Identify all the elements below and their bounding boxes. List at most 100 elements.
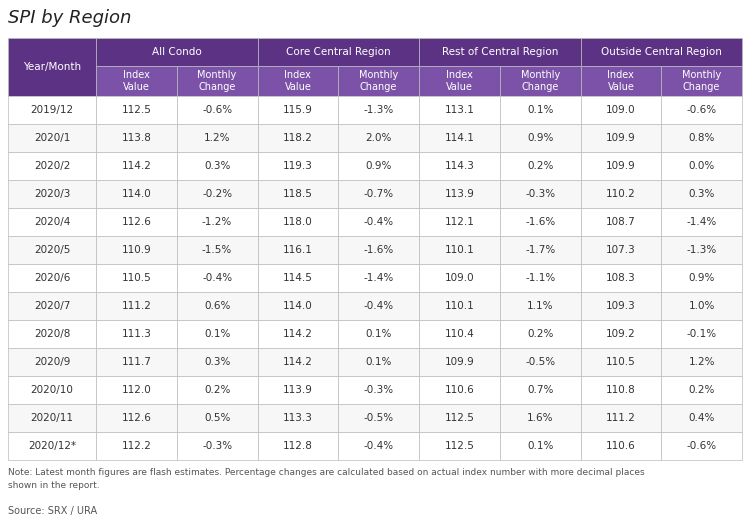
Text: Note: Latest month figures are flash estimates. Percentage changes are calculate: Note: Latest month figures are flash est… [8, 468, 644, 490]
Bar [257, 236, 338, 264]
Bar [177, 236, 257, 264]
Bar [419, 236, 500, 264]
Bar [419, 180, 500, 208]
Bar [257, 66, 338, 96]
Bar [338, 96, 419, 124]
Bar [500, 124, 580, 152]
Text: 0.2%: 0.2% [527, 329, 554, 339]
Text: 2020/8: 2020/8 [34, 329, 70, 339]
Bar [8, 124, 96, 152]
Bar [419, 264, 500, 292]
Text: Year/Month: Year/Month [23, 62, 81, 72]
Text: -1.6%: -1.6% [364, 245, 394, 255]
Bar [662, 292, 742, 320]
Text: 110.5: 110.5 [122, 273, 152, 283]
Text: 0.4%: 0.4% [688, 413, 715, 423]
Bar [257, 404, 338, 432]
Text: 112.5: 112.5 [122, 105, 152, 115]
Bar [257, 208, 338, 236]
Text: 112.5: 112.5 [445, 441, 474, 451]
Text: 2020/7: 2020/7 [34, 301, 70, 311]
Bar [500, 66, 580, 96]
Bar [500, 180, 580, 208]
Bar [662, 376, 742, 404]
Text: All Condo: All Condo [152, 47, 202, 57]
Bar [96, 180, 177, 208]
Text: 2.0%: 2.0% [365, 133, 392, 143]
Text: 110.6: 110.6 [606, 441, 636, 451]
Bar [500, 348, 580, 376]
Bar [580, 404, 662, 432]
Text: 114.0: 114.0 [122, 189, 152, 199]
Bar [96, 376, 177, 404]
Text: 109.0: 109.0 [606, 105, 636, 115]
Text: 0.7%: 0.7% [527, 385, 554, 395]
Text: Core Central Region: Core Central Region [286, 47, 391, 57]
Bar [662, 404, 742, 432]
Text: -0.4%: -0.4% [364, 301, 394, 311]
Text: 114.2: 114.2 [283, 357, 313, 367]
Bar [8, 432, 96, 460]
Bar [257, 376, 338, 404]
Bar [662, 236, 742, 264]
Text: 2020/1: 2020/1 [34, 133, 70, 143]
Bar [177, 292, 257, 320]
Text: 0.1%: 0.1% [365, 357, 392, 367]
Text: 112.6: 112.6 [122, 217, 152, 227]
Text: 2020/5: 2020/5 [34, 245, 70, 255]
Bar [580, 96, 662, 124]
Bar [8, 404, 96, 432]
Text: 2020/2: 2020/2 [34, 161, 70, 171]
Bar [580, 376, 662, 404]
Text: 114.2: 114.2 [122, 161, 152, 171]
Text: -1.5%: -1.5% [202, 245, 232, 255]
Text: 2020/3: 2020/3 [34, 189, 70, 199]
Bar [580, 292, 662, 320]
Text: -0.4%: -0.4% [364, 441, 394, 451]
Text: 110.1: 110.1 [445, 301, 474, 311]
Text: -0.6%: -0.6% [202, 105, 232, 115]
Text: 109.0: 109.0 [445, 273, 474, 283]
Bar [96, 66, 177, 96]
Text: 2020/10: 2020/10 [31, 385, 74, 395]
Text: 1.1%: 1.1% [526, 301, 554, 311]
Text: 118.0: 118.0 [283, 217, 313, 227]
Bar [8, 292, 96, 320]
Text: 109.3: 109.3 [606, 301, 636, 311]
Bar [662, 208, 742, 236]
Text: 109.9: 109.9 [606, 133, 636, 143]
Bar [338, 404, 419, 432]
Text: 110.1: 110.1 [445, 245, 474, 255]
Text: 114.5: 114.5 [283, 273, 313, 283]
Text: 0.2%: 0.2% [688, 385, 715, 395]
Text: 114.0: 114.0 [283, 301, 313, 311]
Bar [500, 264, 580, 292]
Text: 2020/4: 2020/4 [34, 217, 70, 227]
Text: -0.7%: -0.7% [364, 189, 394, 199]
Text: -0.6%: -0.6% [686, 105, 717, 115]
Text: 109.9: 109.9 [606, 161, 636, 171]
Bar [419, 96, 500, 124]
Text: -1.2%: -1.2% [202, 217, 232, 227]
Bar [580, 320, 662, 348]
Bar [419, 432, 500, 460]
Text: 111.2: 111.2 [122, 301, 152, 311]
Bar [580, 236, 662, 264]
Bar [257, 124, 338, 152]
Text: 115.9: 115.9 [283, 105, 313, 115]
Bar [8, 38, 96, 96]
Text: Monthly
Change: Monthly Change [520, 70, 560, 92]
Text: 113.3: 113.3 [283, 413, 313, 423]
Text: 110.6: 110.6 [445, 385, 474, 395]
Text: 2020/12*: 2020/12* [28, 441, 76, 451]
Text: 0.2%: 0.2% [204, 385, 230, 395]
Bar [177, 404, 257, 432]
Bar [419, 404, 500, 432]
Bar [96, 96, 177, 124]
Bar [580, 38, 742, 66]
Bar [500, 320, 580, 348]
Bar [257, 180, 338, 208]
Bar [8, 152, 96, 180]
Text: -1.4%: -1.4% [364, 273, 394, 283]
Bar [257, 264, 338, 292]
